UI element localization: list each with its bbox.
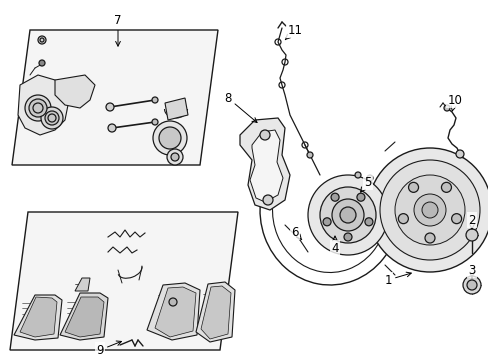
Text: 9: 9	[96, 341, 121, 356]
Circle shape	[443, 105, 449, 111]
Circle shape	[356, 193, 364, 201]
Circle shape	[339, 207, 355, 223]
Polygon shape	[75, 278, 90, 291]
Circle shape	[260, 130, 269, 140]
Circle shape	[39, 60, 45, 66]
Polygon shape	[65, 297, 104, 337]
Text: 11: 11	[285, 23, 302, 40]
Circle shape	[367, 148, 488, 272]
Text: 2: 2	[468, 213, 475, 229]
Circle shape	[465, 229, 477, 241]
Text: 3: 3	[468, 264, 475, 278]
Circle shape	[25, 95, 51, 121]
Polygon shape	[196, 282, 235, 342]
Polygon shape	[18, 75, 68, 135]
Circle shape	[38, 36, 46, 44]
Circle shape	[45, 111, 59, 125]
Circle shape	[331, 199, 363, 231]
Circle shape	[379, 160, 479, 260]
Circle shape	[108, 124, 116, 132]
Polygon shape	[60, 293, 108, 340]
Circle shape	[462, 276, 480, 294]
Polygon shape	[12, 30, 218, 165]
Circle shape	[153, 121, 186, 155]
Text: 5: 5	[360, 176, 371, 192]
Text: 4: 4	[330, 236, 338, 255]
Circle shape	[466, 280, 476, 290]
Circle shape	[106, 103, 114, 111]
Text: 10: 10	[447, 94, 462, 111]
Polygon shape	[20, 297, 57, 337]
Circle shape	[343, 233, 351, 241]
Polygon shape	[55, 75, 95, 108]
Text: 7: 7	[114, 14, 122, 46]
Text: 1: 1	[384, 272, 410, 287]
Circle shape	[407, 183, 418, 192]
Text: 8: 8	[224, 91, 257, 122]
Circle shape	[364, 218, 372, 226]
Circle shape	[306, 152, 312, 158]
Polygon shape	[240, 118, 289, 210]
Polygon shape	[10, 212, 238, 350]
Circle shape	[263, 195, 272, 205]
Circle shape	[394, 175, 464, 245]
Circle shape	[441, 183, 450, 192]
Circle shape	[451, 213, 461, 224]
Polygon shape	[164, 98, 187, 120]
Text: 6: 6	[291, 225, 301, 240]
Polygon shape	[201, 286, 230, 339]
Circle shape	[354, 172, 360, 178]
Circle shape	[330, 193, 338, 201]
Circle shape	[455, 150, 463, 158]
Circle shape	[152, 97, 158, 103]
Circle shape	[41, 107, 63, 129]
Polygon shape	[155, 287, 196, 337]
Circle shape	[424, 233, 434, 243]
Polygon shape	[249, 130, 283, 202]
Circle shape	[421, 202, 437, 218]
Circle shape	[413, 194, 445, 226]
Circle shape	[169, 298, 177, 306]
Circle shape	[307, 175, 387, 255]
Polygon shape	[147, 283, 200, 340]
Circle shape	[323, 218, 330, 226]
Circle shape	[319, 187, 375, 243]
Circle shape	[366, 175, 372, 181]
Circle shape	[159, 127, 181, 149]
Circle shape	[167, 149, 183, 165]
Circle shape	[398, 213, 407, 224]
Circle shape	[171, 153, 179, 161]
Polygon shape	[14, 295, 62, 340]
Circle shape	[164, 294, 181, 310]
Circle shape	[29, 99, 47, 117]
Circle shape	[152, 119, 158, 125]
